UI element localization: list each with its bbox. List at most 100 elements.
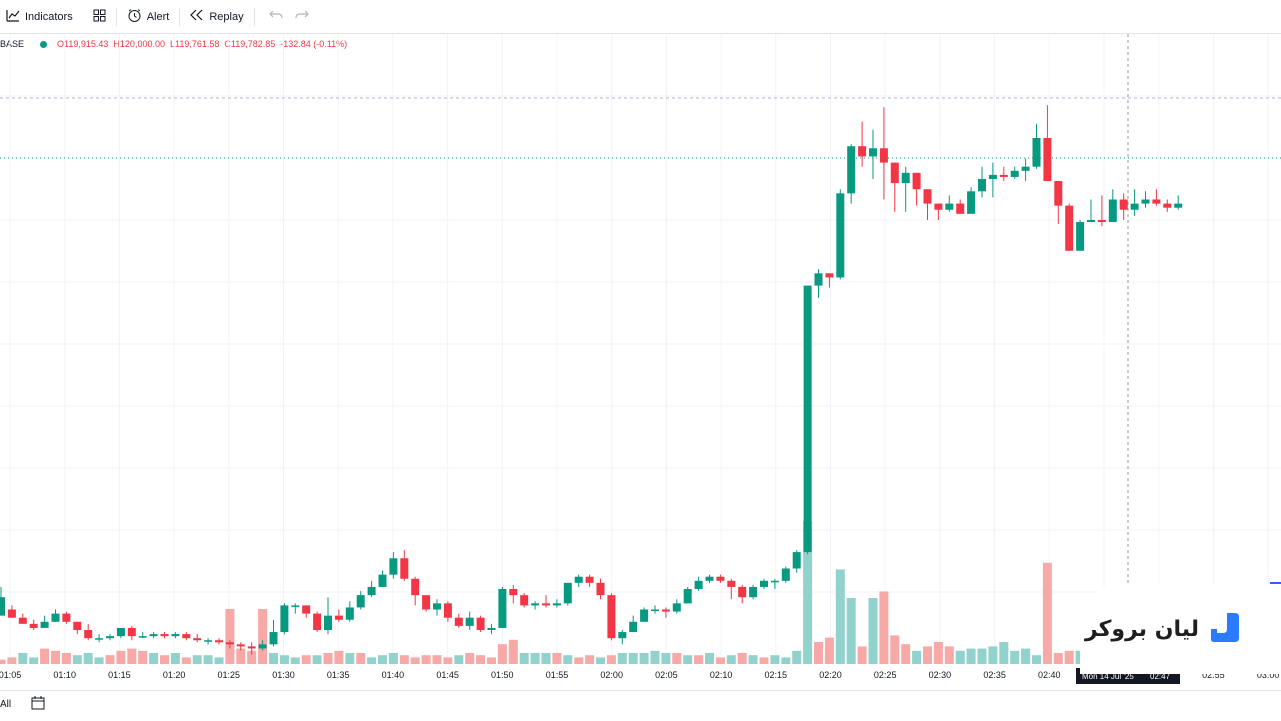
candle-body: [596, 582, 605, 596]
volume-bar: [563, 655, 573, 664]
candle-body: [0, 597, 5, 616]
candle-body: [29, 623, 38, 628]
volume-bar: [323, 653, 333, 664]
layouts-button[interactable]: [87, 0, 112, 33]
candle-body: [705, 576, 714, 581]
candle-body: [334, 615, 343, 620]
indicators-icon: [6, 8, 20, 25]
candle-body: [792, 552, 801, 569]
volume-bar: [138, 650, 148, 664]
volume-bar: [334, 650, 344, 664]
candle-body: [302, 605, 311, 614]
volume-bar: [574, 657, 584, 664]
candle-body: [324, 615, 332, 630]
candle-body: [193, 638, 202, 641]
volume-bar: [410, 657, 420, 664]
volume-bar: [40, 648, 50, 664]
candle-body: [1021, 166, 1030, 171]
symbol-name[interactable]: BASE: [0, 39, 25, 49]
candle-body: [411, 578, 420, 596]
change-value: -132.84 (-0.11%): [280, 39, 348, 49]
volume-bar: [487, 657, 496, 664]
candle-body: [607, 595, 616, 639]
x-axis-tick-label: 02:00: [600, 670, 623, 680]
undo-button[interactable]: [263, 0, 289, 33]
volume-bar: [912, 650, 922, 664]
candle-body: [978, 179, 986, 192]
candle-body: [694, 580, 703, 589]
volume-bar: [29, 657, 39, 664]
candle-body: [629, 621, 638, 633]
candle-body: [138, 636, 147, 638]
candle-body: [901, 172, 910, 184]
candle-body: [640, 609, 649, 622]
volume-bar: [258, 609, 268, 664]
volume-bar: [639, 653, 649, 664]
close-value: 119,782.85: [230, 39, 276, 49]
candle-body: [280, 605, 289, 633]
candle-body: [988, 174, 997, 179]
volume-bar: [868, 598, 878, 664]
candle-body: [531, 603, 540, 606]
brand-logo-icon: [1207, 609, 1243, 650]
calendar-icon[interactable]: [30, 695, 46, 714]
volume-bar: [149, 653, 159, 664]
volume-bar: [388, 653, 398, 664]
indicators-button[interactable]: Indicators: [0, 0, 79, 33]
candle-body: [672, 603, 681, 612]
toolbar-divider: [179, 7, 181, 26]
volume-bar: [290, 657, 300, 664]
close-key: C: [224, 39, 231, 49]
candle-body: [51, 613, 60, 622]
volume-bar: [421, 655, 431, 664]
candle-body: [443, 603, 452, 618]
volume-bar: [0, 659, 6, 664]
volume-bar: [933, 642, 943, 664]
candle-body: [1097, 220, 1106, 223]
candle-body: [651, 609, 659, 611]
x-axis-tick-label: 02:30: [929, 670, 952, 680]
x-axis-tick-label: 01:10: [53, 670, 76, 680]
candlestick-chart[interactable]: 01:05 01:10 01:15 01:20 01:25 01:30 01:35 01:40…: [0, 34, 1281, 690]
x-axis-tick-label: 01:50: [491, 670, 514, 680]
ohlc-legend: BASE O119,915.43 H120,000.00 L119,761.58…: [0, 39, 347, 49]
x-axis-tick-label: 02:40: [1038, 670, 1061, 680]
volume-bar: [301, 655, 311, 664]
candle-body: [781, 568, 790, 581]
candle-body: [858, 146, 867, 157]
alert-button[interactable]: Alert: [121, 0, 176, 33]
candle-body: [869, 148, 877, 157]
open-key: O: [57, 39, 65, 49]
volume-bar: [683, 655, 693, 664]
candle-body: [661, 609, 670, 612]
volume-bar: [378, 655, 387, 664]
volume-bar: [497, 644, 507, 664]
candle-body: [912, 172, 921, 190]
range-all-button[interactable]: All: [0, 699, 12, 710]
volume-bar: [890, 635, 900, 664]
candle-body: [814, 273, 823, 286]
candle-body: [934, 203, 943, 210]
candle-body: [225, 642, 234, 645]
candle-body: [1010, 170, 1019, 177]
x-axis-tick-label: 01:05: [0, 670, 21, 680]
candle-body: [313, 613, 322, 630]
redo-button[interactable]: [289, 0, 315, 33]
x-axis-tick-label: 01:45: [436, 670, 459, 680]
volume-bar: [726, 655, 736, 664]
volume-bar: [814, 642, 823, 664]
volume-bar: [1021, 648, 1031, 664]
x-axis-tick-label: 02:10: [710, 670, 733, 680]
volume-bar: [781, 657, 791, 664]
volume-bar: [7, 657, 17, 664]
candle-body: [106, 636, 114, 639]
volume-bar: [443, 657, 453, 664]
candle-body: [356, 595, 365, 608]
candle-body: [1032, 138, 1041, 167]
volume-bar: [1010, 650, 1020, 664]
volume-bar: [617, 653, 627, 664]
low-key: L: [169, 39, 175, 49]
x-axis-tick-label: 01:30: [272, 670, 295, 680]
volume-bar: [694, 655, 704, 664]
replay-button[interactable]: Replay: [184, 0, 249, 33]
